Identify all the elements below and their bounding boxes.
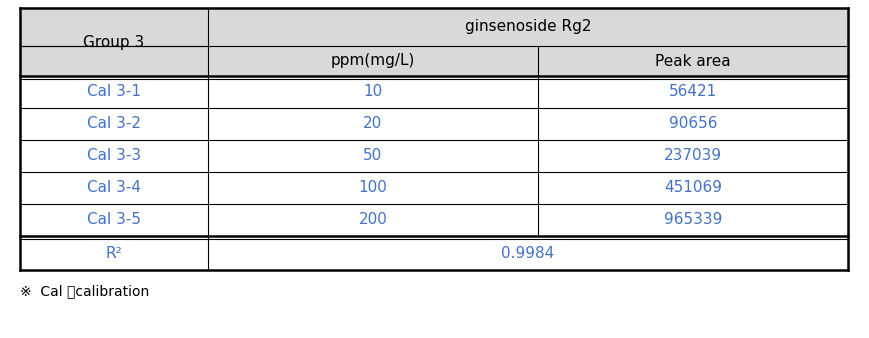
Bar bbox=[20, 108, 208, 140]
Bar bbox=[208, 76, 537, 108]
Bar bbox=[208, 204, 537, 236]
Bar bbox=[20, 140, 208, 172]
Bar bbox=[537, 108, 847, 140]
Text: 451069: 451069 bbox=[663, 180, 721, 195]
Text: 10: 10 bbox=[363, 84, 382, 99]
Text: 200: 200 bbox=[358, 213, 387, 227]
Text: 56421: 56421 bbox=[668, 84, 716, 99]
Bar bbox=[208, 46, 537, 76]
Text: 965339: 965339 bbox=[663, 213, 721, 227]
Bar bbox=[208, 108, 537, 140]
Text: 0.9984: 0.9984 bbox=[501, 245, 554, 261]
Bar bbox=[20, 236, 208, 270]
Bar bbox=[20, 76, 208, 108]
Bar bbox=[208, 140, 537, 172]
Text: 237039: 237039 bbox=[663, 148, 721, 164]
Bar bbox=[208, 236, 847, 270]
Text: Cal 3-5: Cal 3-5 bbox=[87, 213, 141, 227]
Text: Cal 3-4: Cal 3-4 bbox=[87, 180, 141, 195]
Bar bbox=[537, 204, 847, 236]
Bar bbox=[537, 46, 847, 76]
Text: Cal 3-3: Cal 3-3 bbox=[87, 148, 141, 164]
Text: Cal 3-2: Cal 3-2 bbox=[87, 117, 141, 131]
Text: Group 3: Group 3 bbox=[83, 34, 144, 49]
Bar bbox=[537, 172, 847, 204]
Bar bbox=[20, 204, 208, 236]
Text: R²: R² bbox=[105, 245, 123, 261]
Text: 100: 100 bbox=[358, 180, 387, 195]
Bar bbox=[20, 172, 208, 204]
Text: Peak area: Peak area bbox=[654, 53, 730, 69]
Bar bbox=[208, 8, 847, 46]
Text: 90656: 90656 bbox=[668, 117, 716, 131]
Text: ppm(mg/L): ppm(mg/L) bbox=[330, 53, 415, 69]
Text: ※  Cal ：calibration: ※ Cal ：calibration bbox=[20, 284, 149, 298]
Text: 50: 50 bbox=[363, 148, 382, 164]
Text: 20: 20 bbox=[363, 117, 382, 131]
Text: Cal 3-1: Cal 3-1 bbox=[87, 84, 141, 99]
Bar bbox=[537, 76, 847, 108]
Bar bbox=[537, 140, 847, 172]
Text: ginsenoside Rg2: ginsenoside Rg2 bbox=[464, 20, 591, 34]
Bar bbox=[20, 8, 208, 76]
Bar bbox=[208, 172, 537, 204]
